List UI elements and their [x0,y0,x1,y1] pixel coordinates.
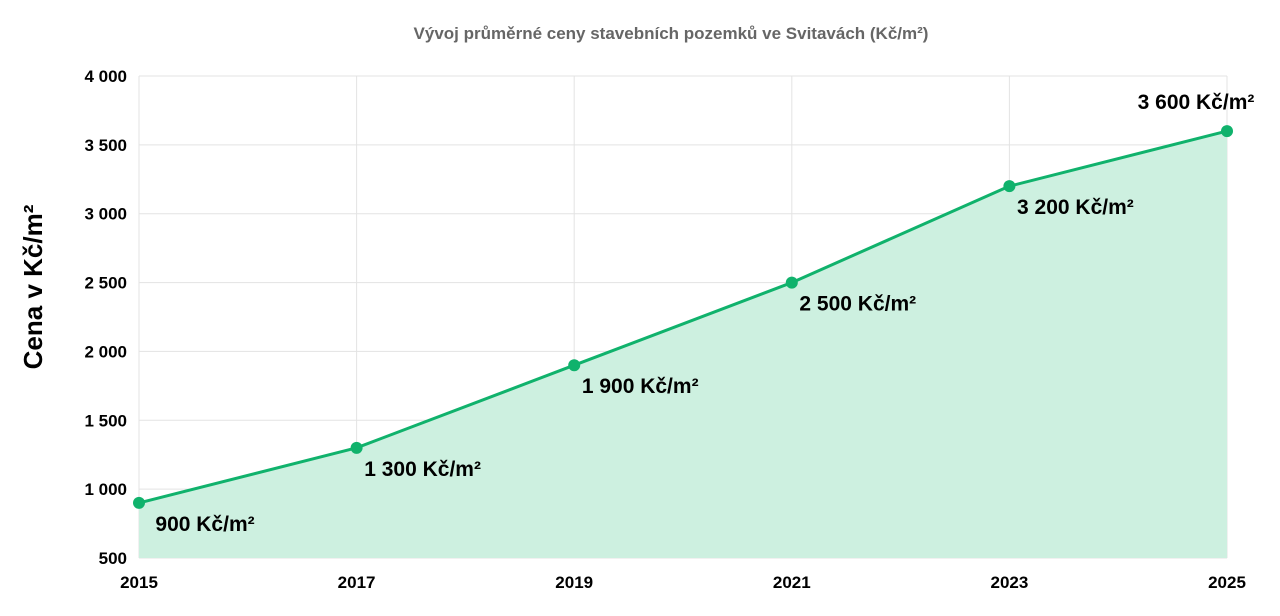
area-fill [139,131,1227,559]
data-label: 3 200 Kč/m² [1017,196,1134,219]
data-point[interactable] [568,359,581,372]
x-tick-label: 2021 [773,573,811,592]
chart-title: Vývoj průměrné ceny stavebních pozemků v… [414,24,929,43]
data-label: 900 Kč/m² [155,513,254,536]
data-point[interactable] [1221,125,1233,138]
data-point[interactable] [1003,180,1016,193]
series-line [138,129,1228,505]
y-tick-label: 2 500 [84,274,127,293]
x-tick-label: 2017 [338,573,376,592]
data-point[interactable] [350,441,363,454]
y-tick-label: 1 500 [84,411,127,430]
data-label: 2 500 Kč/m² [799,293,916,316]
data-point[interactable] [785,276,798,289]
x-tick-label: 2015 [120,573,158,592]
data-label: 3 600 Kč/m² [1138,91,1255,114]
y-axis-title: Cena v Kč/m² [18,204,48,369]
data-labels: 900 Kč/m² 1 300 Kč/m² 1 900 Kč/m² 2 500 Kč/… [155,91,1254,536]
y-tick-label: 1 000 [84,480,127,499]
y-axis-ticks: 500 1 000 1 500 2 000 2 500 3 000 3 500 4 000 [84,67,127,568]
data-label: 1 900 Kč/m² [582,375,699,398]
y-tick-label: 3 000 [84,205,127,224]
y-tick-label: 4 000 [84,67,127,86]
data-point[interactable] [133,496,145,509]
y-tick-label: 500 [99,549,127,568]
x-tick-label: 2025 [1208,573,1246,592]
x-tick-label: 2019 [555,573,593,592]
y-tick-label: 2 000 [84,342,127,361]
data-points [133,125,1233,509]
area-fill-layer [139,131,1227,559]
y-tick-label: 3 500 [84,136,127,155]
data-label: 1 300 Kč/m² [364,458,481,481]
series-line-layer [138,129,1228,505]
x-axis-ticks: 2015 2017 2019 2021 2023 2025 [120,573,1246,592]
x-tick-label: 2023 [990,573,1028,592]
